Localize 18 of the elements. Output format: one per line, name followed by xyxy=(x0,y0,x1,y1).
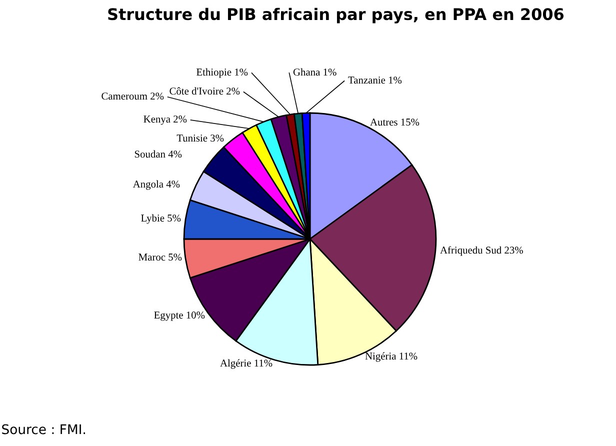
slice-label: Kenya 2% xyxy=(144,116,187,125)
slice-label: Ghana 1% xyxy=(293,68,336,76)
slice-label: Nigéria 11% xyxy=(365,352,418,362)
slice-label: Côte d'Ivoire 2% xyxy=(170,87,240,95)
slice-label: Angola 4% xyxy=(132,180,180,190)
slice-label: Maroc 5% xyxy=(138,254,182,261)
source-note: Source : FMI. xyxy=(2,424,86,434)
slice-label: Autres 15% xyxy=(370,118,420,126)
slice-label: Soudan 4% xyxy=(134,150,182,158)
slice-label: Tunisie 3% xyxy=(176,134,224,142)
chart-title: Structure du PIB africain par pays, en PPA en 2006 xyxy=(108,8,564,24)
slice-label: Afriquedu Sud 23% xyxy=(440,246,523,256)
slice-label: Egypte 10% xyxy=(154,312,205,321)
slice-label: Ethiopie 1% xyxy=(196,68,248,78)
slice-label: Algérie 11% xyxy=(220,359,272,369)
slice-label: Cameroum 2% xyxy=(102,92,164,100)
slice-label: Tanzanie 1% xyxy=(348,76,402,84)
slice-label: Lybie 5% xyxy=(141,214,181,224)
